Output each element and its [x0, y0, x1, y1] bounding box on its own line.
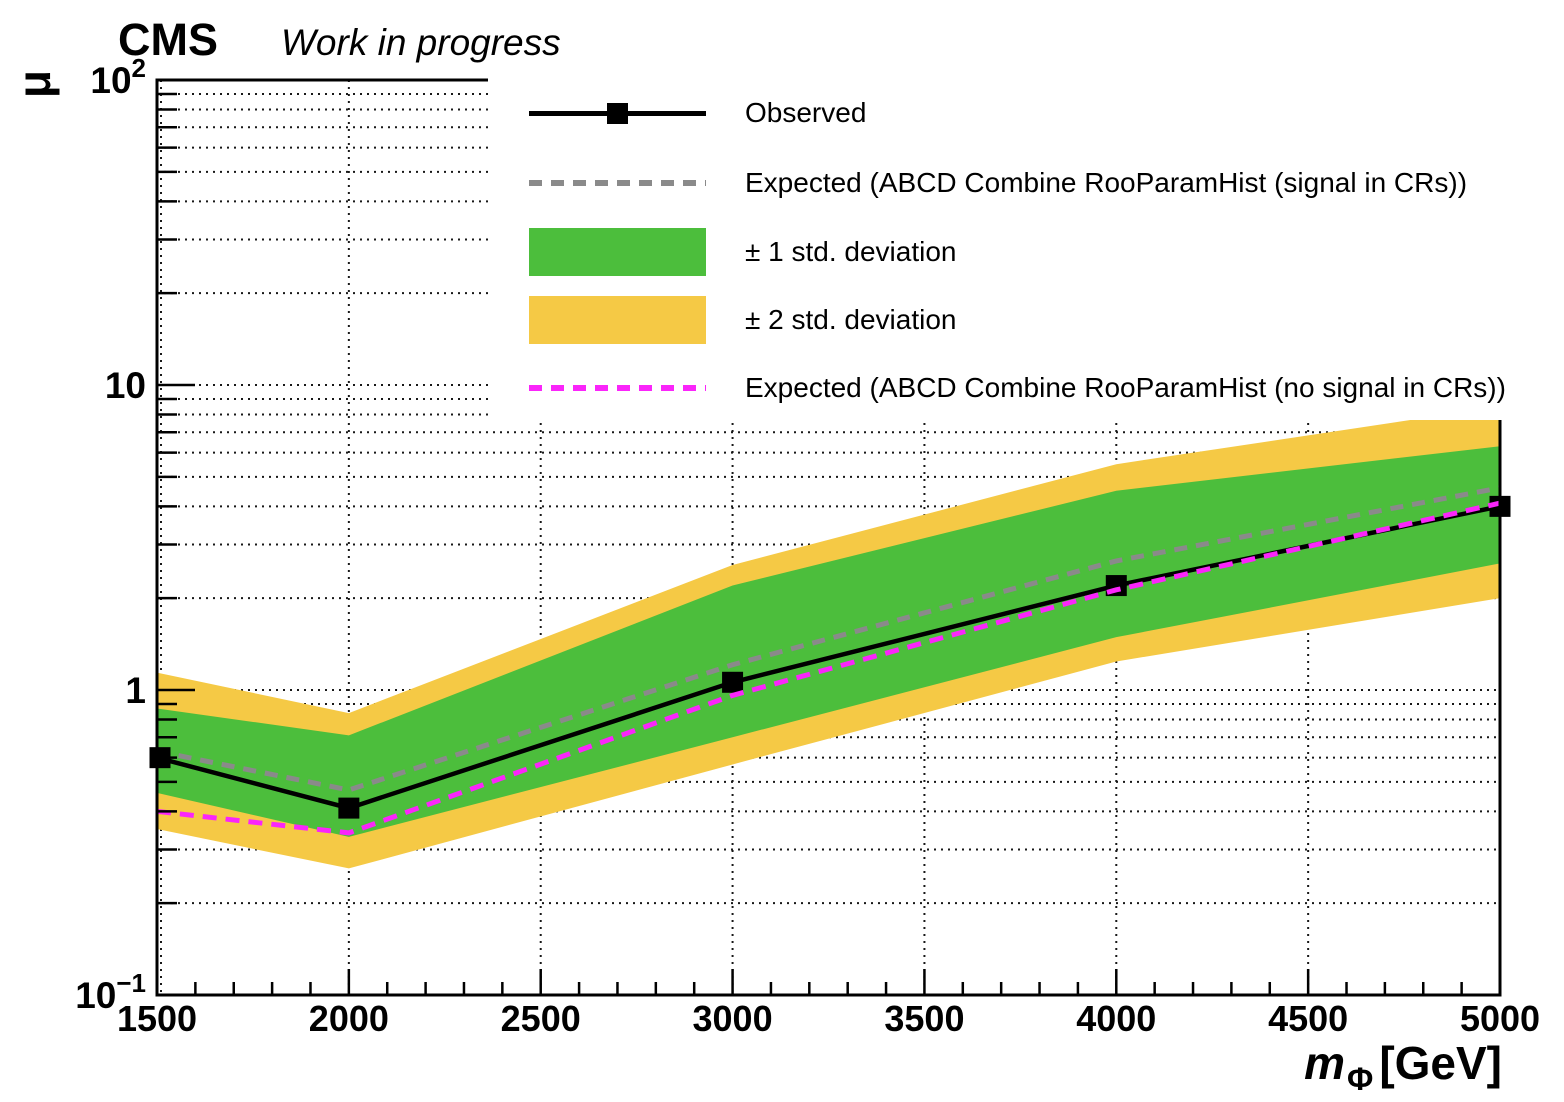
- data-marker: [338, 797, 360, 819]
- x-axis-title: mΦ [GeV]: [1304, 1036, 1502, 1098]
- cms-label: CMS: [118, 14, 218, 65]
- expected-nosignal-line: [157, 500, 1500, 836]
- legend-item-observed: Observed: [529, 89, 866, 137]
- x-tick-label: 4500: [1268, 998, 1348, 1039]
- band: [157, 446, 1500, 837]
- work-in-progress-label: Work in progress: [281, 22, 561, 63]
- x-tick-label: 2500: [501, 998, 581, 1039]
- one-sigma-band-swatch: [529, 228, 706, 276]
- data-marker: [722, 671, 744, 693]
- expected-nosignal-dash-swatch: [529, 385, 706, 391]
- observed-square-marker: [607, 102, 628, 124]
- x-tick-label: 1500: [117, 998, 197, 1039]
- x-axis-title-unit: [GeV]: [1379, 1037, 1502, 1089]
- legend-label: ± 2 std. deviation: [745, 304, 957, 335]
- x-tick-label: 5000: [1460, 998, 1540, 1039]
- expected-signal-dash-swatch: [529, 180, 706, 186]
- legend-item-1sigma: ± 1 std. deviation: [529, 228, 957, 276]
- axis-ticks: [155, 78, 1502, 997]
- y-tick-label: 1: [125, 670, 146, 711]
- x-tick-label: 3000: [693, 998, 773, 1039]
- x-axis-title-symbol: m: [1304, 1037, 1346, 1089]
- legend-item-expected-signal: Expected (ABCD Combine RooParamHist (sig…: [529, 159, 1467, 207]
- x-tick-label: 2000: [309, 998, 389, 1039]
- uncertainty-bands: [157, 406, 1500, 869]
- observed-line-swatch: [529, 89, 706, 137]
- legend-label: Observed: [745, 97, 867, 128]
- x-tick-label: 3500: [884, 998, 964, 1039]
- x-axis-title-subscript: Φ: [1347, 1061, 1374, 1097]
- two-sigma-band-swatch: [529, 296, 706, 344]
- expected-signal-line: [157, 485, 1500, 793]
- legend-label: Expected (ABCD Combine RooParamHist (no …: [745, 372, 1506, 403]
- legend: Observed Expected (ABCD Combine RooParam…: [488, 75, 1512, 420]
- x-tick-label: 4000: [1076, 998, 1156, 1039]
- legend-label: ± 1 std. deviation: [745, 236, 957, 267]
- expected-nosignal-group: [157, 500, 1500, 836]
- y-axis-title: μ: [8, 69, 60, 99]
- legend-item-2sigma: ± 2 std. deviation: [529, 296, 957, 344]
- legend-item-expected-nosignal: Expected (ABCD Combine RooParamHist (no …: [529, 364, 1506, 412]
- y-tick-label: 10: [105, 365, 146, 406]
- tick-labels: 1500 2000 2500 3000 3500 4000 4500 500010210110…: [75, 53, 1540, 1039]
- legend-label: Expected (ABCD Combine RooParamHist (sig…: [745, 167, 1468, 198]
